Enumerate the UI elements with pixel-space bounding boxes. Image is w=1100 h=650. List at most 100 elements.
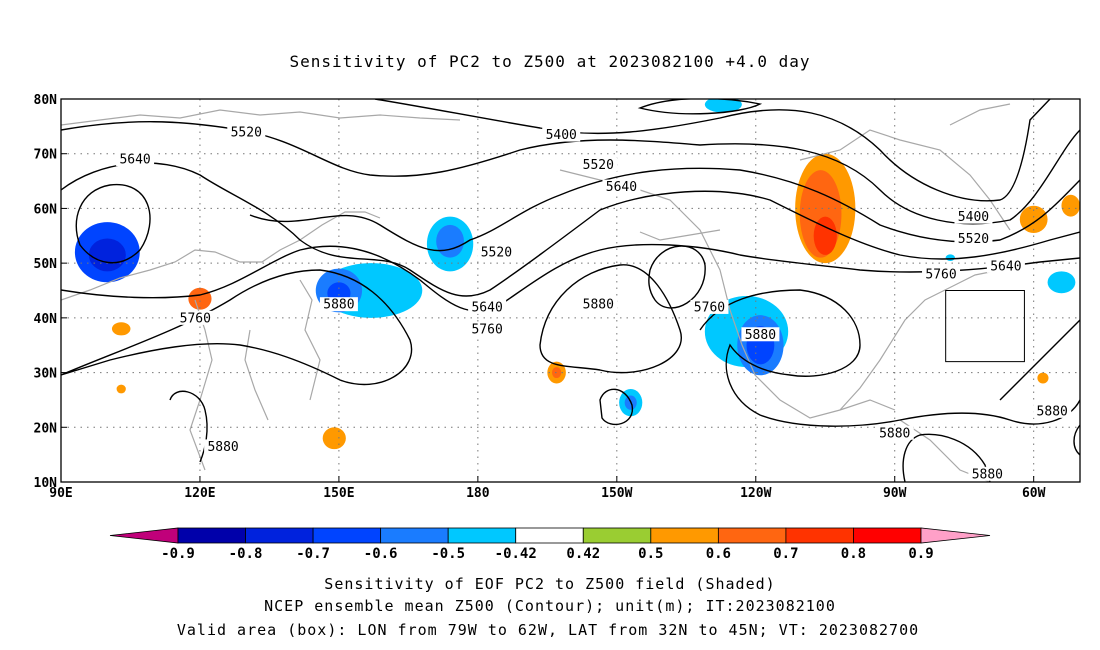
y-tick-label: 60N xyxy=(34,202,58,217)
contour-label-bg xyxy=(922,267,961,282)
contour-label: 5640 xyxy=(471,300,502,315)
sensitivity-blob-3 xyxy=(111,322,131,336)
contour-5760 xyxy=(61,243,1080,312)
sensitivity-blob-21 xyxy=(1047,271,1076,294)
valid-area-box xyxy=(945,290,1025,363)
contour-label-bg xyxy=(954,231,993,246)
contour-label-bg xyxy=(602,179,641,194)
colorbar-swatch xyxy=(312,527,382,544)
map-plot-area: 5520 5640 5400 5520 5640 5520 5880 5760 5640 5760… xyxy=(61,99,1080,482)
contour-label: 5760 xyxy=(694,300,725,315)
y-tick-label: 50N xyxy=(34,257,58,272)
colorbar-label: 0.7 xyxy=(773,546,798,562)
sensitivity-blob-1 xyxy=(88,238,126,272)
contour-5880-americas xyxy=(699,289,1080,427)
contour-label: 5880 xyxy=(879,426,910,441)
contour-5880-south xyxy=(169,390,208,463)
colorbar-label: -0.5 xyxy=(431,546,465,562)
y-axis-ticks: 10N 20N 30N 40N 50N 60N 70N 80N xyxy=(34,93,67,491)
colorbar-label: 0.6 xyxy=(706,546,731,562)
caption-line-3: Valid area (box): LON from 79W to 62W, L… xyxy=(177,621,919,639)
y-tick-label: 10N xyxy=(34,476,58,491)
contour-label: 5760 xyxy=(180,311,211,326)
sensitivity-blob-22 xyxy=(1061,194,1080,217)
contour-label-bg xyxy=(542,127,581,142)
contour-5760-closed xyxy=(648,245,706,309)
colorbar-swatch xyxy=(717,527,787,544)
x-tick-label: 180 xyxy=(466,486,490,501)
x-tick-label: 150W xyxy=(601,486,632,501)
colorbar-under-arrow xyxy=(109,527,179,544)
sensitivity-blob-8 xyxy=(436,224,464,258)
contour-5880-pacific xyxy=(61,269,413,386)
contour-label-bg xyxy=(176,310,215,325)
colorbar-label: 0.42 xyxy=(566,546,600,562)
contour-label: 5760 xyxy=(471,322,502,337)
colorbar: -0.9 -0.8 -0.7 -0.6 -0.5 -0.42 0.42 0.5 0.6 0.7 0.… xyxy=(109,527,991,562)
caption-line-1: Sensitivity of EOF PC2 to Z500 field (Sh… xyxy=(324,575,775,593)
x-tick-label: 120W xyxy=(740,486,771,501)
contour-label-bg xyxy=(319,297,358,312)
y-tick-label: 20N xyxy=(34,421,58,436)
colorbar-swatch xyxy=(245,527,314,544)
x-tick-label: 120E xyxy=(184,486,215,501)
contour-label: 5880 xyxy=(1037,404,1068,419)
contour-label: 5880 xyxy=(583,298,614,313)
sensitivity-blob-19 xyxy=(704,99,742,113)
contour-label-bg xyxy=(741,327,780,342)
contour-label: 5520 xyxy=(231,125,262,140)
contour-label-bg xyxy=(1033,403,1072,418)
contour-5880-small xyxy=(599,388,633,426)
x-axis-ticks: 90E 120E 150E 180 150W 120W 90W 60W xyxy=(49,476,1046,501)
contour-5640-asia xyxy=(75,184,151,264)
contour-5880-atlantic xyxy=(999,319,1080,401)
contour-5400-low xyxy=(637,99,763,115)
colorbar-label: -0.6 xyxy=(364,546,398,562)
colorbar-swatch xyxy=(380,527,449,544)
contour-label-bg xyxy=(690,299,729,314)
colorbar-swatch xyxy=(582,527,652,544)
contour-label-bg xyxy=(227,124,266,139)
colorbar-swatch xyxy=(447,527,517,544)
contour-label: 5400 xyxy=(958,210,989,225)
colorbar-label: -0.7 xyxy=(296,546,330,562)
colorbar-label: -0.9 xyxy=(161,546,195,562)
contour-label: 5880 xyxy=(972,467,1003,482)
contour-label: 5880 xyxy=(745,328,776,343)
colorbar-swatch xyxy=(853,527,922,544)
contour-label: 5760 xyxy=(925,268,956,283)
sensitivity-blob-26 xyxy=(116,384,126,394)
sensitivity-blob-24 xyxy=(945,254,955,261)
x-tick-label: 60W xyxy=(1022,486,1046,501)
contour-label-bg xyxy=(116,152,155,167)
x-tick-label: 90E xyxy=(49,486,72,501)
contour-5640-north xyxy=(61,162,1080,297)
map-frame xyxy=(60,98,1081,483)
colorbar-label: -0.8 xyxy=(229,546,263,562)
colorbar-label: 0.5 xyxy=(638,546,663,562)
x-tick-label: 90W xyxy=(883,486,907,501)
colorbar-swatch xyxy=(515,527,584,544)
colorbar-label: -0.42 xyxy=(495,546,537,562)
contour-label-bg xyxy=(204,439,243,454)
y-tick-label: 40N xyxy=(34,312,58,327)
y-tick-label: 70N xyxy=(34,148,58,163)
contour-label-bg xyxy=(579,297,618,312)
contour-5400-polar xyxy=(374,99,1051,202)
contour-label: 5880 xyxy=(323,298,354,313)
contour-label: 5640 xyxy=(606,180,637,195)
contour-label: 5640 xyxy=(990,259,1021,274)
contour-label: 5520 xyxy=(583,158,614,173)
contour-label: 5520 xyxy=(481,246,512,261)
grid-lines xyxy=(61,99,1080,482)
contour-label-bg xyxy=(986,258,1025,273)
colorbar-label: 0.8 xyxy=(841,546,866,562)
x-tick-label: 150E xyxy=(323,486,354,501)
contour-label-bg xyxy=(477,245,516,260)
colorbar-label: 0.9 xyxy=(908,546,933,562)
contour-5880-caribbean xyxy=(902,433,991,482)
sensitivity-blob-18 xyxy=(813,216,837,255)
contour-label: 5400 xyxy=(546,128,577,143)
contour-label-bg xyxy=(468,299,507,314)
